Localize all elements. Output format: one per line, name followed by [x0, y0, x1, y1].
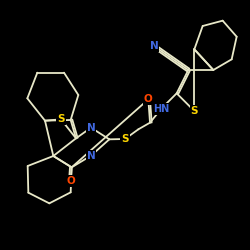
Text: N: N — [87, 151, 96, 161]
Text: S: S — [121, 134, 129, 144]
Text: N: N — [87, 123, 96, 133]
Text: S: S — [57, 114, 65, 124]
Text: O: O — [144, 94, 153, 104]
Text: N: N — [150, 41, 158, 51]
Text: S: S — [190, 106, 198, 116]
Text: HN: HN — [153, 104, 169, 114]
Text: O: O — [66, 176, 75, 186]
